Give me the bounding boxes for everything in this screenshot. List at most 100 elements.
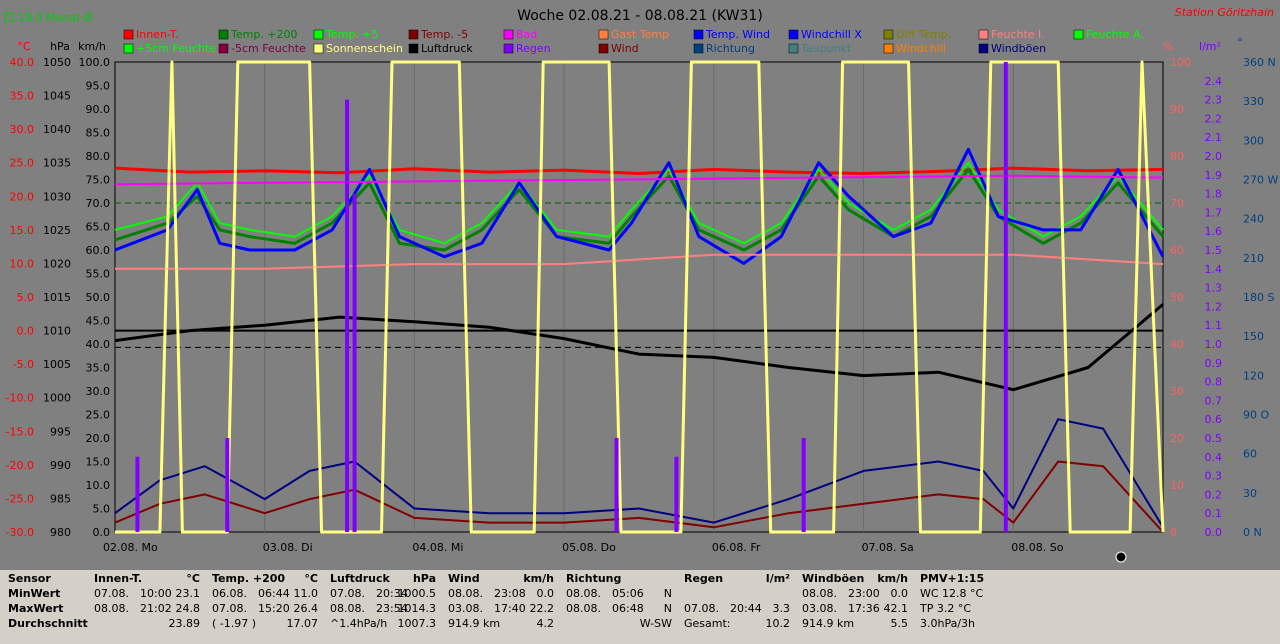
hpa-tick-label: 1040 [43, 123, 71, 136]
kmh-tick-label: 10.0 [86, 479, 111, 492]
hpa-tick-label: 1050 [43, 56, 71, 69]
legend-label: Temp. +200 [230, 28, 298, 41]
stats-value: W-SW [639, 617, 672, 630]
stats-value: 22.2 [529, 602, 555, 615]
stats-value: 0.0 [536, 587, 555, 600]
stats-value: 26.4 [293, 602, 319, 615]
legend-swatch [123, 43, 134, 54]
legend-label: Taupunkt [800, 42, 852, 55]
kmh-tick-label: 90.0 [86, 103, 111, 116]
stats-value: 1014.3 [397, 602, 437, 615]
stats-column: Sensor MinWert MaxWert Durchschnitt [8, 572, 88, 644]
stats-header-title: Temp. +200 [212, 572, 286, 585]
kmh-tick-label: 80.0 [86, 150, 111, 163]
unit-rain: l/m² [1199, 40, 1221, 53]
grid [115, 62, 1163, 532]
legend-swatch [693, 29, 704, 40]
rain-tick-label: 1.1 [1205, 319, 1223, 332]
legend-label: +5cm Feuchte [136, 42, 216, 55]
stats-date: 03.08. [802, 602, 837, 615]
stats-row: 03.08. 17:40 22.2 [448, 602, 558, 617]
stats-row: 03.08. 17:36 42.1 [802, 602, 912, 617]
legend-label: Temp. -5 [420, 28, 468, 41]
stats-header-unit: °C [186, 572, 200, 585]
stats-date: 08.08. [566, 587, 601, 600]
legend-swatch [693, 43, 704, 54]
legend-swatch [408, 29, 419, 40]
stats-header-title: PMV+1:15 [920, 572, 985, 585]
kmh-tick-label: 25.0 [86, 409, 111, 422]
kmh-tick-label: 40.0 [86, 338, 111, 351]
hpa-tick-label: 1035 [43, 157, 71, 170]
rain-tick-label: 0.4 [1205, 451, 1223, 464]
temp-tick-label: 20.0 [10, 190, 35, 203]
stats-date: MaxWert [8, 602, 64, 615]
series-layer [114, 60, 1165, 534]
rain-tick-label: 1.5 [1205, 244, 1223, 257]
legend-label: Diff Temp. [896, 28, 951, 41]
kmh-tick-label: 20.0 [86, 432, 111, 445]
day-label: 04.08. Mi [412, 541, 463, 554]
stats-column: Wind km/h 08.08. 23:08 0.0 03.08. 17:40 22.2 914… [448, 572, 558, 644]
stats-value: 3.3 [772, 602, 791, 615]
legend-swatch [503, 43, 514, 54]
stats-header: Innen-T. °C [94, 572, 204, 587]
hpa-tick-label: 995 [50, 425, 71, 438]
stats-row: 3.0hPa/3h [920, 617, 1030, 632]
rain-tick-label: 1.3 [1205, 282, 1223, 295]
stats-date: MinWert [8, 587, 61, 600]
stats-column: Temp. +200 °C 06.08. 06:44 11.0 07.08. 15:20 26… [212, 572, 322, 644]
stats-header-unit: l/m² [765, 572, 790, 585]
legend-swatch [218, 43, 229, 54]
kmh-tick-label: 15.0 [86, 456, 111, 469]
legend-label: Bad [516, 28, 537, 41]
day-label: 07.08. Sa [862, 541, 914, 554]
stats-header: Richtung [566, 572, 676, 587]
stats-date: 07.08. [684, 602, 719, 615]
direction-tick-label: 180 S [1243, 291, 1274, 304]
legend-swatch [598, 43, 609, 54]
rain-tick-label: 0.5 [1205, 432, 1223, 445]
stats-time: 23:08 [494, 587, 526, 600]
stats-column: Regen l/m² 07.08. 20:44 3.3 Gesamt: 10.2 [684, 572, 794, 644]
legend-swatch [598, 29, 609, 40]
kmh-tick-label: 30.0 [86, 385, 111, 398]
weather-chart: 40.0 35.0 30.0 25.0 20.0 15.0 10.0 5.0 0.0 -5.0 -1… [4, 6, 1278, 563]
rain-tick-label: 1.7 [1205, 206, 1223, 219]
stats-header-unit: km/h [523, 572, 554, 585]
stats-time: 21:02 [140, 602, 172, 615]
percent-tick-label: 70 [1170, 197, 1184, 210]
stats-header-unit: km/h [877, 572, 908, 585]
stats-header-unit: °C [304, 572, 318, 585]
stats-time: 23:00 [848, 587, 880, 600]
stats-date: 914.9 km [448, 617, 501, 630]
stats-value: 1007.3 [397, 617, 437, 630]
kmh-tick-label: 100.0 [79, 56, 111, 69]
stats-row: 23.89 [94, 617, 204, 632]
rain-tick-label: 2.3 [1205, 94, 1223, 107]
direction-tick-label: 300 [1243, 134, 1264, 147]
kmh-tick-label: 65.0 [86, 221, 111, 234]
direction-tick-label: 30 [1243, 487, 1257, 500]
cursor-marker[interactable] [1115, 551, 1127, 563]
kmh-tick-label: 95.0 [86, 80, 111, 93]
percent-tick-label: 60 [1170, 244, 1184, 257]
direction-tick-label: 360 N [1243, 56, 1276, 69]
legend-label: Wind [611, 42, 639, 55]
legend-label: Richtung [706, 42, 755, 55]
stats-header-title: Innen-T. [94, 572, 143, 585]
percent-tick-label: 50 [1170, 291, 1184, 304]
rain-tick-label: 2.0 [1205, 150, 1223, 163]
rain-tick-label: 0.2 [1205, 488, 1223, 501]
percent-tick-label: 100 [1170, 56, 1191, 69]
stats-column: Innen-T. °C 07.08. 10:00 23.1 08.08. 21:02 24.8… [94, 572, 204, 644]
stats-time: 17:40 [494, 602, 526, 615]
stats-row: ^1.4hPa/h 1007.3 [330, 617, 440, 632]
legend-swatch [313, 29, 324, 40]
stats-header-title: Wind [448, 572, 480, 585]
legend-swatch [218, 29, 229, 40]
rain-tick-label: 0.7 [1205, 394, 1223, 407]
rain-tick-label: 0.0 [1205, 526, 1223, 539]
series-line-temp-wind [114, 147, 1165, 265]
hpa-tick-label: 985 [50, 492, 71, 505]
